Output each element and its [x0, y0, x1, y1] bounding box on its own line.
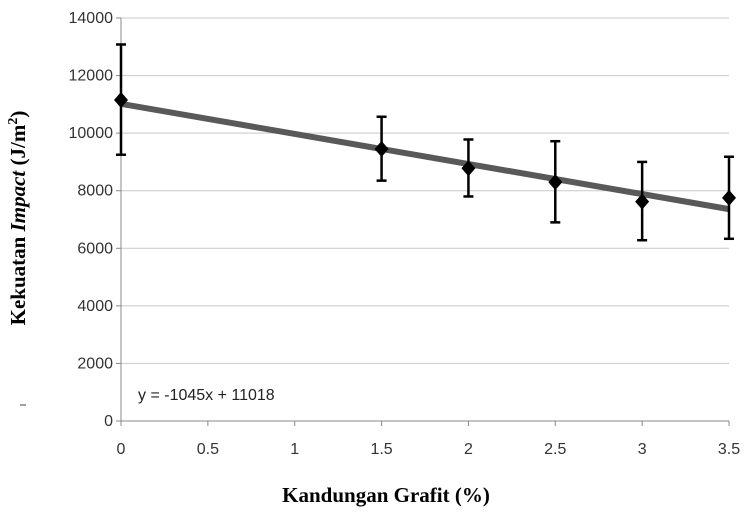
x-tick-label: 3.5: [718, 441, 740, 458]
gridlines: [121, 17, 729, 364]
data-point: [722, 189, 736, 206]
x-tick-label: 0: [117, 441, 126, 458]
data-point: [635, 193, 650, 210]
x-tick-label: 0.5: [197, 441, 219, 458]
x-axis-title: Kandungan Grafit (%): [282, 483, 490, 507]
x-tick-label: 3: [638, 441, 647, 458]
y-tick-label: 4000: [77, 298, 113, 315]
y-axis-title: Kekuatan Impact (J/m2): [6, 111, 30, 326]
y-axis-title-sup: 2: [6, 118, 21, 125]
plot-area: [121, 18, 729, 421]
x-tick-label: 2.5: [544, 441, 566, 458]
y-axis-title-end: ): [6, 111, 30, 118]
y-tick-label: 10000: [69, 125, 114, 142]
data-point: [461, 160, 476, 177]
y-tick-label: 6000: [77, 240, 113, 257]
y-tick-label: 0: [104, 413, 113, 430]
y-tick-label: 8000: [77, 183, 113, 200]
x-tick-label: 1.5: [370, 441, 392, 458]
trendline: [120, 100, 730, 213]
y-axis-title-pre: Kekuatan: [6, 231, 30, 325]
x-tick-labels: 0 0.5 1 1.5 2 2.5 3 3.5: [117, 441, 741, 458]
y-tick-label: 12000: [69, 68, 114, 85]
trendline-path: [120, 100, 730, 213]
data-point: [374, 140, 389, 157]
y-tick-label: 2000: [77, 355, 113, 372]
y-axis-title-italic: Impact: [6, 170, 30, 233]
trendline-equation: y = -1045x + 11018: [138, 387, 275, 404]
data-points: [114, 92, 736, 210]
y-tick-labels: 0 2000 4000 6000 8000 10000 12000 14000: [69, 10, 114, 430]
data-point: [114, 92, 128, 109]
x-tick-label: 1: [290, 441, 299, 458]
x-tick-label: 2: [464, 441, 473, 458]
y-tick-label: 14000: [69, 10, 114, 27]
y-axis-title-post: (J/m: [6, 124, 30, 171]
data-point: [548, 174, 563, 191]
